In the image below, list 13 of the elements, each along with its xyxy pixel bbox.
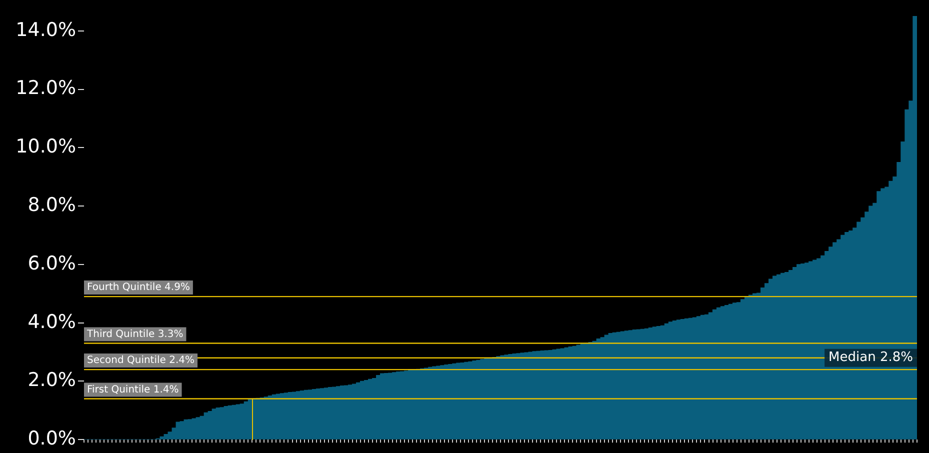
y-tick-label: 14.0% bbox=[16, 18, 76, 41]
ref-line-label: Fourth Quintile 4.9% bbox=[87, 282, 190, 294]
ref-line-label: Median 2.8% bbox=[828, 350, 914, 366]
ref-line-label: Second Quintile 2.4% bbox=[87, 355, 195, 366]
y-tick-label: 10.0% bbox=[16, 136, 76, 158]
y-tick-label: 8.0% bbox=[28, 194, 76, 216]
ref-line-label: First Quintile 1.4% bbox=[87, 384, 179, 396]
y-tick-label: 12.0% bbox=[16, 77, 76, 100]
y-tick-label: 2.0% bbox=[28, 369, 76, 392]
ref-line-label: Third Quintile 3.3% bbox=[86, 328, 184, 340]
y-tick-label: 0.0% bbox=[28, 428, 76, 450]
y-tick-label: 4.0% bbox=[28, 310, 76, 333]
y-tick-label: 6.0% bbox=[28, 252, 76, 274]
